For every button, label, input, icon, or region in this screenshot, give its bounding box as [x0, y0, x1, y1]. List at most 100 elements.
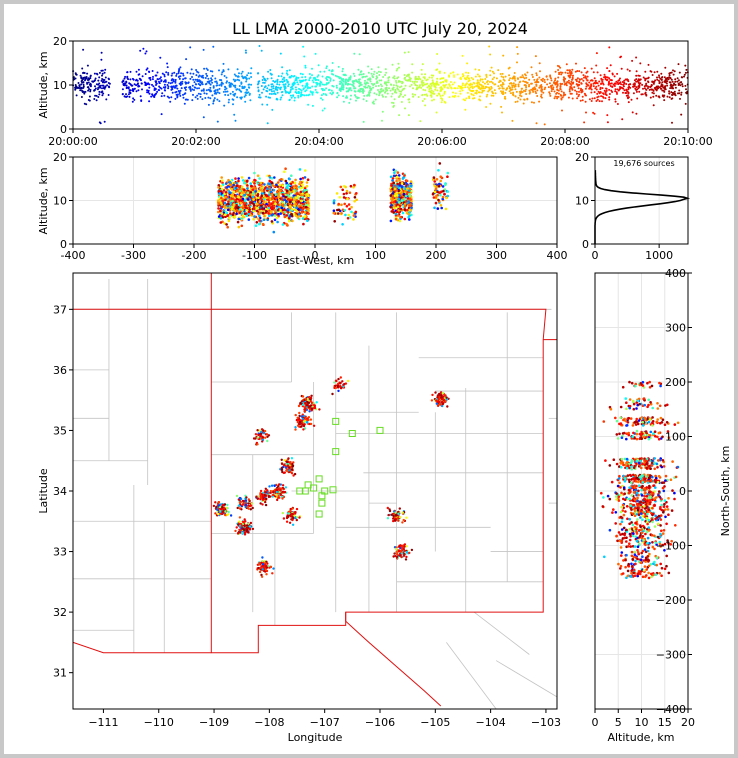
time-altitude-point [566, 72, 569, 75]
time-altitude-point [674, 78, 677, 81]
east-west-point [261, 211, 265, 215]
plan-view-point [283, 490, 287, 494]
time-altitude-point [658, 76, 661, 79]
time-altitude-point [303, 87, 305, 90]
time-altitude-point [233, 113, 236, 116]
east-west-point [217, 190, 221, 193]
time-altitude-point [163, 94, 166, 97]
east-west-point [285, 181, 289, 185]
east-west-point [262, 189, 266, 192]
time-altitude-point [448, 96, 451, 99]
time-altitude-point [86, 86, 89, 89]
time-altitude-point [231, 83, 234, 86]
time-altitude-point [635, 70, 638, 73]
time-altitude-point [306, 83, 309, 86]
east-west-point [216, 199, 220, 203]
east-west-point [404, 204, 407, 208]
plan-view-point [243, 533, 247, 536]
time-altitude-point [523, 77, 526, 80]
east-west-point [284, 193, 288, 197]
east-west-point [305, 184, 309, 188]
time-altitude-point [81, 67, 84, 70]
plan-view-point [254, 433, 258, 436]
east-west-point [256, 174, 260, 177]
time-altitude-point [582, 74, 585, 77]
time-altitude-point [402, 95, 405, 98]
time-altitude-point [626, 68, 629, 71]
time-altitude-point [533, 78, 536, 81]
time-altitude-point [279, 88, 282, 91]
time-altitude-point [94, 85, 96, 88]
east-west-point [276, 185, 280, 188]
east-west-point [285, 189, 289, 193]
time-altitude-point [386, 92, 389, 95]
time-altitude-point [315, 81, 318, 84]
time-altitude-point [137, 68, 140, 71]
time-altitude-point [233, 84, 236, 87]
time-altitude-point [501, 72, 504, 75]
time-altitude-point [311, 85, 314, 88]
time-altitude-point [376, 80, 379, 83]
plan-view-point [250, 502, 254, 505]
time-altitude-point [665, 78, 668, 81]
time-altitude-point [276, 78, 279, 81]
time-altitude-point [434, 86, 437, 89]
time-altitude-point [471, 85, 473, 88]
east-west-point [299, 206, 303, 209]
east-west-tick-label: 100 [365, 249, 386, 262]
plan-view-point [236, 532, 240, 535]
east-west-point [393, 194, 397, 198]
time-altitude-point [133, 83, 136, 86]
source-count-label: 19,676 sources [613, 159, 674, 168]
time-altitude-point [385, 71, 388, 74]
time-altitude-point [286, 69, 289, 72]
plan-view-point [282, 464, 286, 467]
time-altitude-point [379, 83, 382, 86]
time-altitude-point [471, 87, 474, 90]
time-altitude-point [443, 100, 446, 103]
time-altitude-point [535, 72, 538, 75]
time-altitude-point [241, 86, 244, 89]
time-altitude-point [681, 85, 684, 88]
time-altitude-point [500, 105, 503, 108]
time-altitude-point [521, 74, 524, 77]
time-altitude-point [569, 74, 572, 76]
time-altitude-point [592, 71, 595, 74]
time-altitude-point [271, 108, 274, 111]
time-altitude-point [312, 81, 315, 84]
east-west-point [390, 203, 394, 207]
time-altitude-point [595, 85, 598, 88]
time-altitude-point [559, 88, 562, 91]
plan-view-point [237, 523, 240, 526]
east-west-point [280, 178, 283, 181]
east-west-point [282, 203, 285, 207]
time-altitude-point [216, 89, 219, 91]
time-altitude-point [178, 69, 180, 72]
time-altitude-point [291, 85, 294, 88]
time-altitude-point [121, 81, 124, 83]
time-altitude-point [512, 82, 515, 85]
time-altitude-point [576, 84, 579, 87]
time-altitude-point [302, 45, 305, 48]
time-altitude-point [301, 73, 304, 76]
time-altitude-point [668, 90, 671, 93]
east-west-point [391, 177, 395, 180]
east-west-point [228, 198, 232, 201]
east-west-point [284, 167, 287, 170]
east-west-point [348, 207, 351, 211]
east-west-point [444, 183, 447, 187]
time-altitude-point [591, 97, 594, 100]
time-altitude-point [653, 87, 656, 89]
time-altitude-point [399, 92, 402, 95]
time-altitude-point [201, 89, 203, 92]
time-altitude-point [434, 88, 437, 91]
time-altitude-point [341, 67, 344, 70]
time-altitude-point [679, 97, 681, 100]
time-altitude-point [323, 83, 326, 86]
time-altitude-point [621, 81, 624, 83]
time-altitude-point [583, 67, 586, 70]
east-west-point [239, 201, 242, 205]
east-west-point [218, 192, 222, 195]
time-altitude-point [304, 78, 307, 81]
